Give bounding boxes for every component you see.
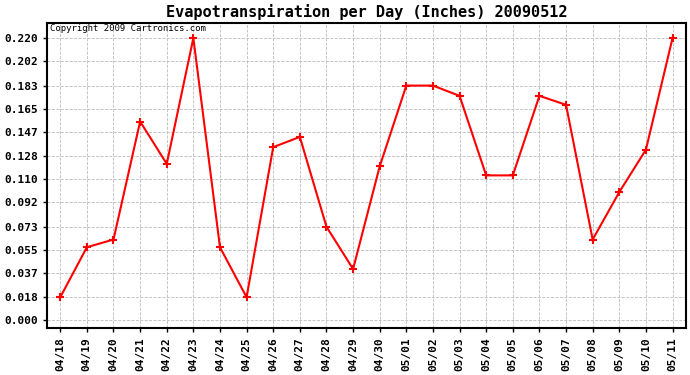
Text: Copyright 2009 Cartronics.com: Copyright 2009 Cartronics.com [50, 24, 206, 33]
Title: Evapotranspiration per Day (Inches) 20090512: Evapotranspiration per Day (Inches) 2009… [166, 4, 567, 20]
